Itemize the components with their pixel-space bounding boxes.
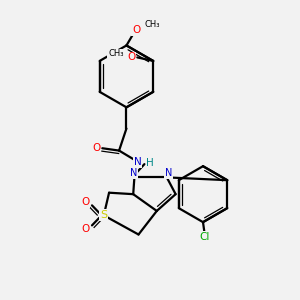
Text: N: N	[134, 157, 142, 167]
Text: Cl: Cl	[200, 232, 210, 242]
Text: O: O	[92, 142, 101, 153]
Text: methoxy: methoxy	[116, 55, 122, 56]
Text: methoxy: methoxy	[114, 52, 120, 53]
Text: S: S	[100, 210, 107, 220]
Text: H: H	[146, 158, 154, 168]
Text: O: O	[127, 52, 136, 62]
Text: CH₃: CH₃	[144, 20, 160, 29]
Text: O: O	[132, 25, 140, 35]
Text: O: O	[81, 224, 89, 234]
Text: CH₃: CH₃	[108, 50, 124, 58]
Text: N: N	[165, 168, 172, 178]
Text: O: O	[81, 197, 89, 207]
Text: N: N	[130, 168, 137, 178]
